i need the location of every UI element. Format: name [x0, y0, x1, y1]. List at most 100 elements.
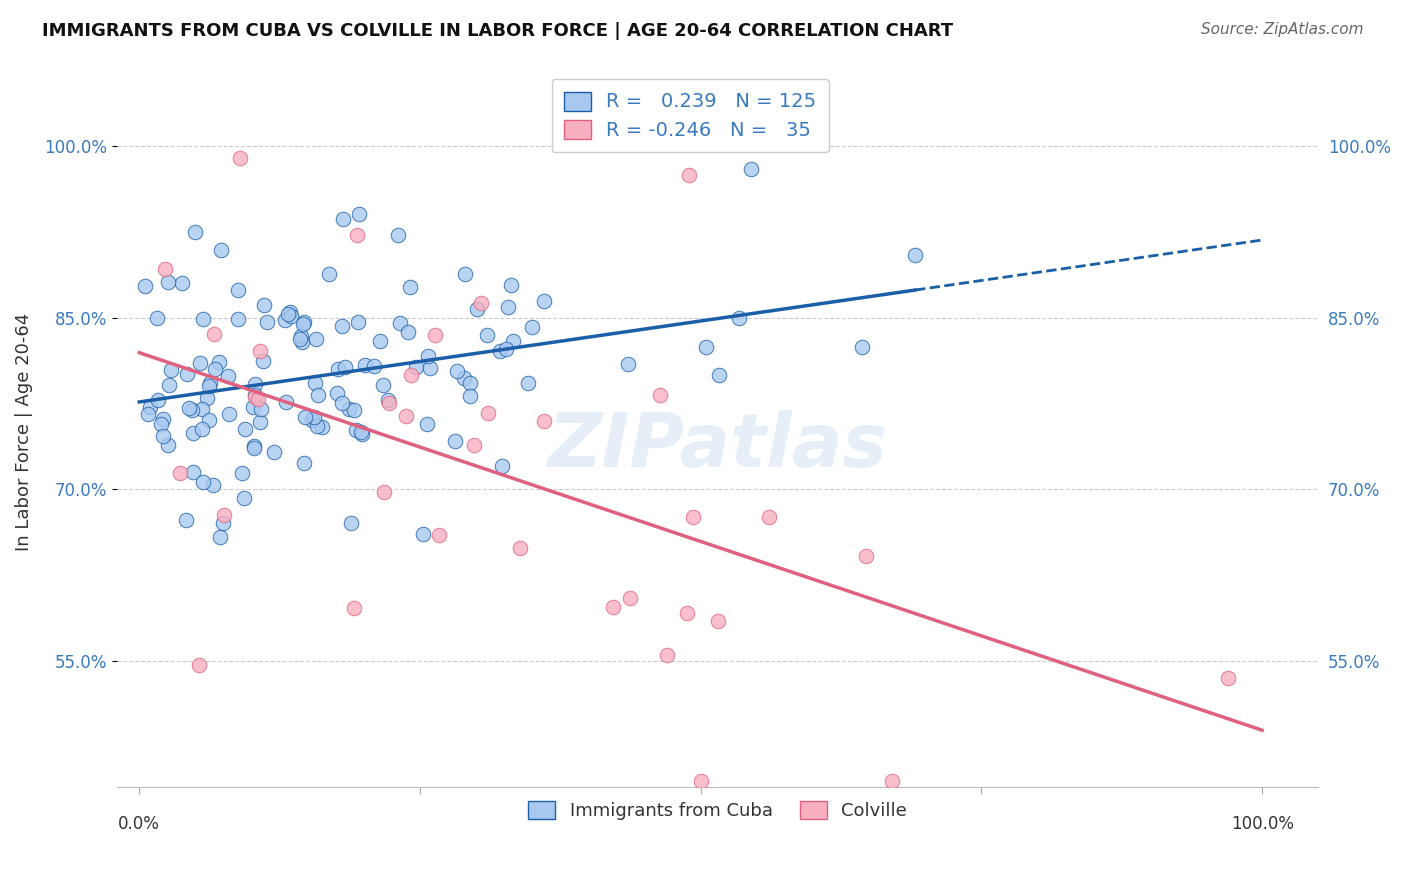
- Point: [294, 410, 316, 425]
- Point: [363, 359, 385, 374]
- Point: [509, 541, 531, 555]
- Point: [491, 459, 513, 474]
- Point: [602, 599, 624, 614]
- Point: [904, 248, 927, 262]
- Point: [146, 311, 169, 326]
- Point: [463, 437, 485, 451]
- Point: [134, 279, 156, 293]
- Point: [495, 342, 517, 356]
- Point: [183, 425, 205, 440]
- Point: [728, 310, 751, 325]
- Point: [344, 423, 367, 437]
- Point: [371, 377, 394, 392]
- Point: [152, 429, 174, 443]
- Point: [311, 420, 333, 434]
- Point: [198, 376, 221, 391]
- Point: [157, 275, 180, 289]
- Point: [212, 508, 235, 523]
- Point: [648, 388, 671, 402]
- Legend: Immigrants from Cuba, Colville: Immigrants from Cuba, Colville: [520, 794, 914, 827]
- Point: [349, 207, 371, 221]
- Point: [274, 395, 297, 409]
- Point: [146, 392, 169, 407]
- Point: [191, 402, 214, 417]
- Point: [489, 344, 512, 359]
- Point: [290, 332, 312, 346]
- Point: [675, 607, 697, 621]
- Point: [678, 168, 700, 182]
- Point: [277, 307, 299, 321]
- Point: [245, 390, 267, 404]
- Point: [231, 467, 253, 481]
- Point: [177, 401, 200, 415]
- Point: [149, 417, 172, 431]
- Point: [242, 439, 264, 453]
- Point: [416, 417, 439, 432]
- Point: [226, 283, 249, 297]
- Point: [465, 301, 488, 316]
- Point: [496, 301, 519, 315]
- Point: [446, 363, 468, 377]
- Point: [368, 334, 391, 348]
- Point: [211, 516, 233, 530]
- Point: [682, 510, 704, 524]
- Point: [533, 414, 555, 428]
- Text: 0.0%: 0.0%: [118, 815, 160, 833]
- Point: [470, 296, 492, 310]
- Point: [209, 243, 232, 257]
- Point: [305, 332, 328, 346]
- Point: [619, 591, 641, 605]
- Point: [180, 402, 202, 417]
- Point: [176, 368, 198, 382]
- Point: [342, 601, 364, 615]
- Y-axis label: In Labor Force | Age 20-64: In Labor Force | Age 20-64: [15, 313, 32, 551]
- Point: [292, 315, 315, 329]
- Point: [172, 276, 194, 290]
- Point: [350, 425, 373, 439]
- Point: [740, 161, 762, 176]
- Point: [232, 491, 254, 505]
- Point: [346, 228, 368, 243]
- Point: [350, 426, 373, 441]
- Point: [460, 388, 482, 402]
- Point: [305, 419, 328, 434]
- Point: [246, 392, 269, 407]
- Point: [399, 368, 422, 383]
- Point: [346, 315, 368, 329]
- Point: [242, 400, 264, 414]
- Point: [229, 151, 252, 165]
- Point: [1218, 671, 1240, 685]
- Point: [520, 320, 543, 334]
- Point: [138, 401, 160, 415]
- Text: 100.0%: 100.0%: [1230, 815, 1294, 833]
- Point: [851, 339, 873, 353]
- Text: ZIPatlas: ZIPatlas: [547, 409, 887, 483]
- Point: [152, 411, 174, 425]
- Point: [155, 262, 177, 277]
- Point: [195, 391, 218, 405]
- Point: [290, 329, 312, 343]
- Text: Source: ZipAtlas.com: Source: ZipAtlas.com: [1201, 22, 1364, 37]
- Point: [233, 421, 256, 435]
- Point: [326, 386, 349, 401]
- Point: [387, 228, 409, 243]
- Point: [373, 485, 395, 500]
- Point: [617, 357, 640, 371]
- Point: [328, 362, 350, 376]
- Point: [169, 467, 191, 481]
- Point: [398, 280, 420, 294]
- Point: [709, 368, 731, 383]
- Point: [181, 465, 204, 479]
- Point: [502, 334, 524, 348]
- Point: [354, 358, 377, 372]
- Point: [252, 353, 274, 368]
- Point: [278, 305, 301, 319]
- Point: [217, 368, 239, 383]
- Point: [533, 294, 555, 309]
- Point: [499, 277, 522, 292]
- Point: [249, 415, 271, 429]
- Point: [396, 326, 419, 340]
- Point: [695, 340, 717, 354]
- Point: [340, 516, 363, 530]
- Point: [243, 377, 266, 392]
